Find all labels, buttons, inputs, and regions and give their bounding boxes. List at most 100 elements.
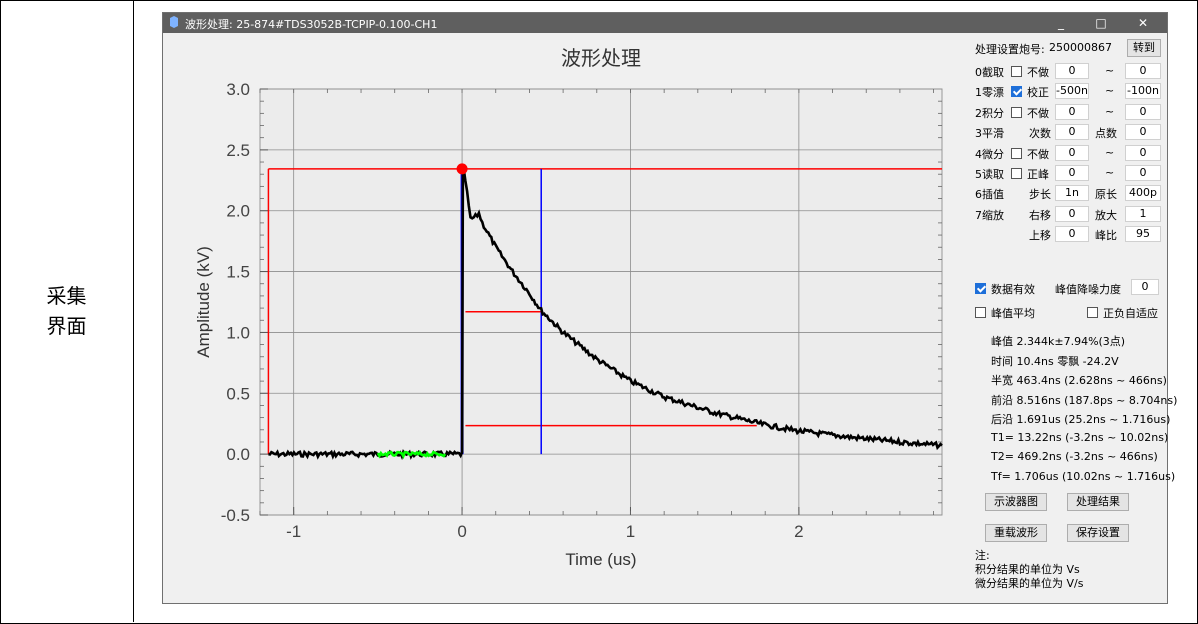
x-tick-label: 0	[457, 522, 466, 541]
window-title: 波形处理: 25-874#TDS3052B-TCPIP-0.100-CH1	[185, 18, 438, 31]
row-value-start[interactable]: 0	[1055, 103, 1089, 120]
data-valid-checkbox[interactable]	[975, 283, 986, 294]
scope-button[interactable]: 示波器图	[985, 493, 1047, 511]
peak-avg-label: 峰值平均	[991, 307, 1035, 320]
row-value-start[interactable]: 0	[1055, 205, 1089, 222]
row-mode-label: 步长	[1029, 188, 1051, 202]
row-label: 0截取	[975, 66, 1004, 79]
close-button[interactable]: ✕	[1137, 16, 1149, 30]
side-label: 采集 界面	[0, 0, 133, 622]
row-value-start[interactable]: 1n	[1055, 185, 1089, 202]
row-value-end[interactable]: 0	[1125, 144, 1161, 161]
row-separator: 点数	[1095, 127, 1117, 141]
y-axis-label: Amplitude (kV)	[194, 246, 213, 357]
row-value-start[interactable]: 0	[1055, 144, 1089, 161]
row-value-start[interactable]: -500n	[1055, 83, 1089, 100]
result-line: 前沿 8.516ns (187.8ps ~ 8.704ns)	[991, 393, 1178, 407]
row-value-start[interactable]: 0	[1055, 165, 1089, 181]
save-button[interactable]: 保存设置	[1067, 524, 1129, 542]
row-value-end[interactable]: -100n	[1125, 83, 1161, 100]
row-label: 3平滑	[975, 127, 1004, 141]
reload-button[interactable]: 重载波形	[985, 524, 1047, 542]
note-line-2: 积分结果的单位为 Vs	[975, 563, 1080, 576]
row-separator: ~	[1105, 166, 1115, 179]
row-checkbox[interactable]	[1011, 147, 1022, 159]
auto-adapt-label: 正负自适应	[1103, 307, 1158, 320]
peak-marker	[456, 163, 468, 175]
note-line-3: 微分结果的单位为 V/s	[975, 577, 1084, 590]
row-checkbox[interactable]	[1011, 106, 1022, 118]
y-tick-label: 0.0	[226, 445, 250, 464]
table-divider	[133, 0, 134, 622]
baseline-segment	[376, 450, 447, 460]
row-value-end[interactable]: 95	[1125, 226, 1161, 243]
row-value-end[interactable]: 0	[1125, 165, 1161, 181]
result-button[interactable]: 处理结果	[1067, 493, 1129, 511]
app-window: 波形处理: 25-874#TDS3052B-TCPIP-0.100-CH1 _ …	[162, 12, 1177, 605]
row-mode-label: 不做	[1027, 106, 1049, 120]
settings-panel: 处理设置炮号: 250000867 转到 0截取 不做 0 ~0 1零漂 校正 -500n ~…	[963, 33, 1177, 605]
y-tick-label: -0.5	[221, 506, 250, 525]
result-line: 后沿 1.691us (25.2ns ~ 1.716us)	[991, 413, 1171, 426]
peak-avg-checkbox[interactable]	[975, 307, 986, 318]
row-separator: ~	[1105, 64, 1115, 77]
chart-title: 波形处理	[561, 46, 641, 70]
result-line: T2= 469.2ns (-3.2ns ~ 466ns)	[991, 450, 1158, 463]
row-value-start[interactable]: 0	[1055, 124, 1089, 141]
auto-adapt-checkbox[interactable]	[1087, 307, 1098, 318]
row-separator: ~	[1105, 104, 1115, 118]
row-mode-label: 次数	[1029, 127, 1051, 141]
row-value-end[interactable]: 0	[1125, 124, 1161, 141]
data-valid-label: 数据有效	[991, 283, 1035, 296]
minimize-button[interactable]: _	[1058, 16, 1064, 30]
row-checkbox[interactable]	[1011, 66, 1022, 77]
title-bar[interactable]: 波形处理: 25-874#TDS3052B-TCPIP-0.100-CH1 _ …	[163, 13, 1167, 33]
waveform-chart: -0.5 0.0 0.5 1.0 1.5 2.0 2.5 3.0 -1 0 1 2 波形处理 Time (…	[194, 46, 943, 569]
row-mode-label: 上移	[1029, 229, 1051, 243]
row-value-end[interactable]: 0	[1125, 63, 1161, 79]
row-mode-label: 不做	[1027, 147, 1049, 161]
result-line: Tf= 1.706us (10.02ns ~ 1.716us)	[991, 469, 1176, 483]
x-tick-label: 1	[626, 522, 635, 541]
maximize-button[interactable]: □	[1095, 16, 1107, 30]
note-line-1: 注:	[975, 549, 990, 562]
row-mode-label: 右移	[1029, 208, 1051, 222]
result-line: 时间 10.4ns 零飘 -24.2V	[991, 354, 1119, 368]
row-checkbox[interactable]	[1011, 168, 1022, 179]
plot-area	[259, 88, 943, 516]
row-separator: 原长	[1095, 188, 1117, 202]
x-tick-label: 2	[794, 522, 803, 541]
x-axis-label: Time (us)	[565, 550, 636, 569]
serial-value[interactable]: 250000867	[1049, 41, 1112, 54]
row-value-end[interactable]: 400p	[1125, 185, 1161, 202]
row-value-start[interactable]: 0	[1055, 226, 1089, 243]
result-line: 半宽 463.4ns (2.628ns ~ 466ns)	[991, 374, 1167, 387]
noise-input[interactable]: 0	[1131, 279, 1159, 295]
row-separator: 峰比	[1095, 229, 1117, 243]
row-value-start[interactable]: 0	[1055, 63, 1089, 79]
y-tick-label: 1.5	[226, 263, 250, 282]
goto-button[interactable]: 转到	[1127, 39, 1161, 57]
row-label: 5读取	[975, 168, 1004, 181]
y-tick-label: 1.0	[226, 323, 250, 342]
row-label: 1零漂	[975, 86, 1004, 100]
side-label-line2: 界面	[46, 314, 87, 338]
row-label: 6插值	[975, 188, 1004, 202]
result-line: 峰值 2.344k±7.94%(3点)	[991, 335, 1126, 348]
row-separator: ~	[1105, 145, 1115, 159]
x-tick-label: -1	[286, 522, 301, 541]
row-checkbox[interactable]	[1011, 86, 1022, 98]
noise-label: 峰值降噪力度	[1055, 283, 1121, 296]
row-separator: 放大	[1095, 208, 1117, 222]
row-label: 2积分	[975, 106, 1004, 120]
row-label: 7缩放	[975, 208, 1004, 222]
row-separator: ~	[1105, 84, 1115, 98]
row-mode-label: 不做	[1027, 66, 1049, 79]
y-tick-label: 3.0	[226, 80, 250, 99]
row-value-end[interactable]: 0	[1125, 103, 1161, 120]
row-mode-label: 校正	[1027, 86, 1049, 100]
y-tick-label: 2.0	[226, 202, 250, 221]
row-value-end[interactable]: 1	[1125, 205, 1161, 222]
row-label: 4微分	[975, 147, 1004, 161]
y-tick-label: 2.5	[226, 141, 250, 160]
